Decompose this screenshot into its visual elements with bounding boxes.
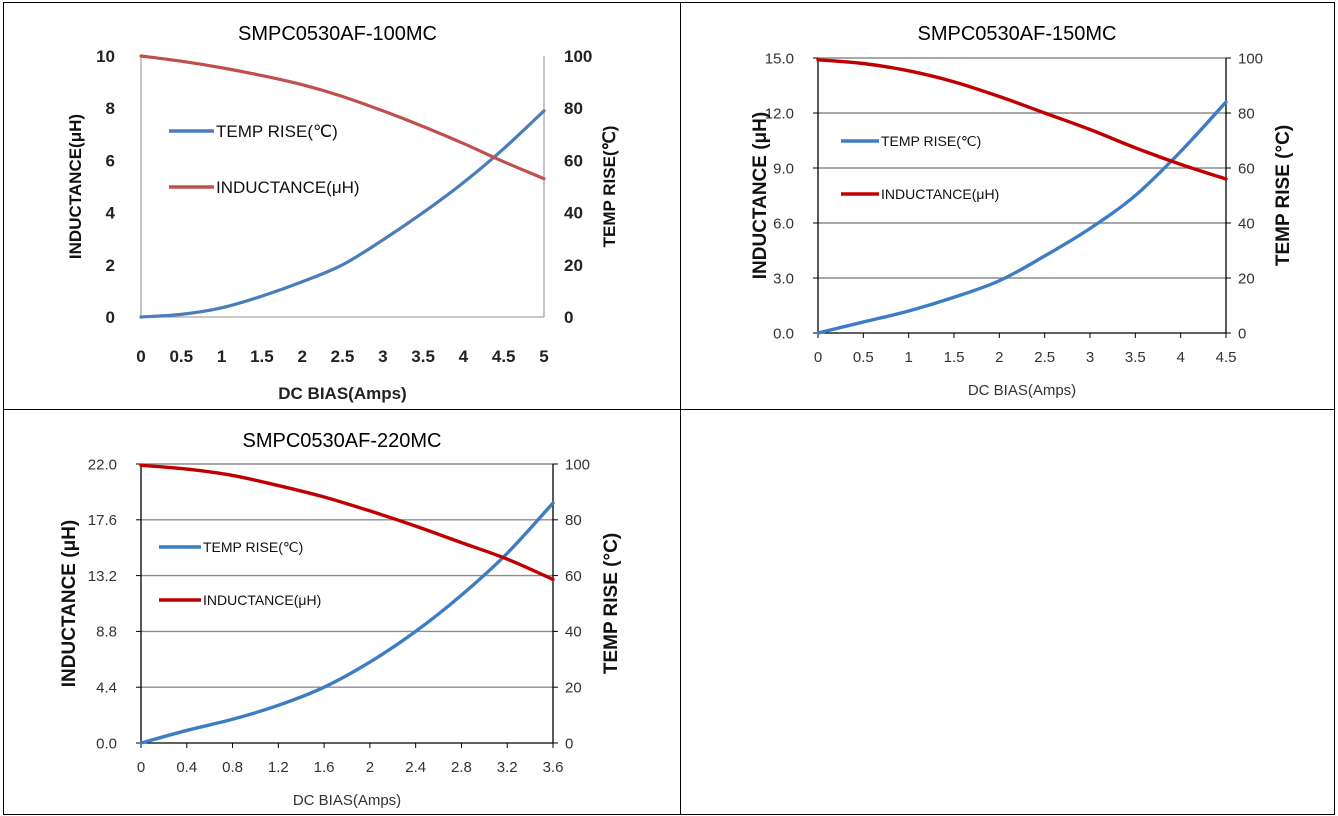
x-tick-label: 3 xyxy=(378,347,387,366)
y-tick-label: 6.0 xyxy=(773,215,794,232)
series-line-inductance xyxy=(816,58,1228,181)
chart-title: SMPC0530AF-150MC xyxy=(918,23,1117,45)
y-axis-label: INDUCTANCE(μH) xyxy=(66,114,85,259)
x-tick-label: 3.5 xyxy=(1125,349,1146,366)
series-line-inductance xyxy=(139,54,546,181)
y-tick-label: 22.0 xyxy=(88,456,117,473)
x-axis-label: DC BIAS(Amps) xyxy=(278,384,406,403)
y2-tick-label: 100 xyxy=(565,456,590,473)
x-tick-label: 3.2 xyxy=(497,759,518,776)
y-tick-label: 4.4 xyxy=(96,679,117,696)
y2-axis-label: TEMP RISE (°C) xyxy=(1273,125,1294,266)
y2-tick-label: 20 xyxy=(565,679,582,696)
chart-150mc: SMPC0530AF-150MC0.03.06.09.012.015.00204… xyxy=(750,23,1294,399)
chart-220mc: SMPC0530AF-220MC0.04.48.813.217.622.0020… xyxy=(59,430,622,809)
y2-tick-label: 20 xyxy=(564,256,583,275)
x-tick-label: 4.5 xyxy=(1216,349,1237,366)
x-tick-label: 2.5 xyxy=(331,347,355,366)
y2-tick-label: 100 xyxy=(1238,50,1263,67)
y-tick-label: 0.0 xyxy=(773,325,794,342)
x-tick-label: 1.5 xyxy=(250,347,274,366)
y2-axis-label: TEMP RISE (°C) xyxy=(601,533,622,674)
x-tick-label: 2.4 xyxy=(405,759,426,776)
x-tick-label: 3.6 xyxy=(543,759,564,776)
series-line-inductance xyxy=(139,463,555,582)
x-tick-label: 1.5 xyxy=(944,349,965,366)
y2-tick-label: 60 xyxy=(564,151,583,170)
x-tick-label: 2 xyxy=(366,759,374,776)
chart-title: SMPC0530AF-100MC xyxy=(238,23,437,45)
x-tick-label: 4 xyxy=(459,347,469,366)
series-line-temp-rise xyxy=(139,109,546,319)
x-tick-label: 1.6 xyxy=(314,759,335,776)
legend-label: INDUCTANCE(μH) xyxy=(881,186,999,202)
x-tick-label: 0.4 xyxy=(176,759,197,776)
y-tick-label: 8 xyxy=(106,99,115,118)
y2-tick-label: 80 xyxy=(1238,105,1255,122)
x-tick-label: 3 xyxy=(1086,349,1094,366)
chart-panel-150mc: SMPC0530AF-150MC 0.0 3.0 6.0 9.0 12.0 15.0 0 20 4… xyxy=(680,2,1335,410)
y2-tick-label: 40 xyxy=(1238,215,1255,232)
y2-tick-label: 100 xyxy=(564,47,592,66)
y2-tick-label: 40 xyxy=(564,204,583,223)
y-tick-label: 8.8 xyxy=(96,624,117,641)
y2-tick-label: 0 xyxy=(565,735,573,752)
y-axis-label: INDUCTANCE (μH) xyxy=(59,520,80,687)
x-tick-label: 2 xyxy=(297,347,306,366)
chart-panel-220mc: SMPC0530AF-220MC 0.0 4.4 8.8 13.2 17.6 22.0 0 20… xyxy=(3,409,681,815)
legend-label: INDUCTANCE(μH) xyxy=(216,178,360,197)
y-tick-label: 10 xyxy=(96,47,115,66)
chart-panel-100mc: SMPC0530AF-100MC 0 2 4 6 8 10 0 20 40 60 80 100 0 0.5 1… xyxy=(3,2,681,410)
y2-tick-label: 0 xyxy=(564,308,573,327)
x-tick-label: 2.8 xyxy=(451,759,472,776)
x-tick-label: 4.5 xyxy=(492,347,516,366)
x-tick-label: 3.5 xyxy=(411,347,435,366)
y2-tick-label: 40 xyxy=(565,624,582,641)
y-tick-label: 12.0 xyxy=(765,105,794,122)
legend-label: TEMP RISE(℃) xyxy=(203,539,303,555)
x-tick-label: 0.5 xyxy=(853,349,874,366)
series-line-temp-rise xyxy=(139,501,555,745)
x-axis-label: DC BIAS(Amps) xyxy=(968,382,1076,399)
y-tick-label: 0 xyxy=(106,308,115,327)
x-tick-label: 2.5 xyxy=(1034,349,1055,366)
y-tick-label: 4 xyxy=(106,204,116,223)
x-tick-label: 0 xyxy=(814,349,822,366)
y2-tick-label: 80 xyxy=(564,99,583,118)
legend-label: INDUCTANCE(μH) xyxy=(203,592,321,608)
y2-tick-label: 0 xyxy=(1238,325,1246,342)
y-tick-label: 13.2 xyxy=(88,568,117,585)
x-tick-label: 2 xyxy=(995,349,1003,366)
y2-tick-label: 60 xyxy=(565,568,582,585)
x-tick-label: 0 xyxy=(136,347,145,366)
x-tick-label: 0.8 xyxy=(222,759,243,776)
y-tick-label: 2 xyxy=(106,256,115,275)
y2-tick-label: 20 xyxy=(1238,270,1255,287)
legend-label: TEMP RISE(℃) xyxy=(216,122,338,141)
y-tick-label: 3.0 xyxy=(773,270,794,287)
series-line-temp-rise xyxy=(816,100,1228,335)
x-tick-label: 5 xyxy=(539,347,548,366)
empty-panel xyxy=(680,409,1335,815)
x-axis-label: DC BIAS(Amps) xyxy=(293,792,401,809)
x-tick-label: 0.5 xyxy=(169,347,193,366)
legend-label: TEMP RISE(℃) xyxy=(881,133,981,149)
x-tick-label: 1 xyxy=(904,349,912,366)
y-tick-label: 15.0 xyxy=(765,50,794,67)
x-tick-label: 0 xyxy=(137,759,145,776)
chart-title: SMPC0530AF-220MC xyxy=(243,430,442,452)
y-tick-label: 6 xyxy=(106,151,115,170)
y-tick-label: 9.0 xyxy=(773,160,794,177)
y2-tick-label: 80 xyxy=(565,512,582,529)
x-tick-label: 4 xyxy=(1176,349,1184,366)
y-tick-label: 0.0 xyxy=(96,735,117,752)
y2-tick-label: 60 xyxy=(1238,160,1255,177)
y2-axis-label: TEMP RISE(℃) xyxy=(600,126,619,248)
x-tick-label: 1 xyxy=(217,347,226,366)
y-tick-label: 17.6 xyxy=(88,512,117,529)
y-axis-label: INDUCTANCE (μH) xyxy=(750,112,771,279)
x-tick-label: 1.2 xyxy=(268,759,289,776)
